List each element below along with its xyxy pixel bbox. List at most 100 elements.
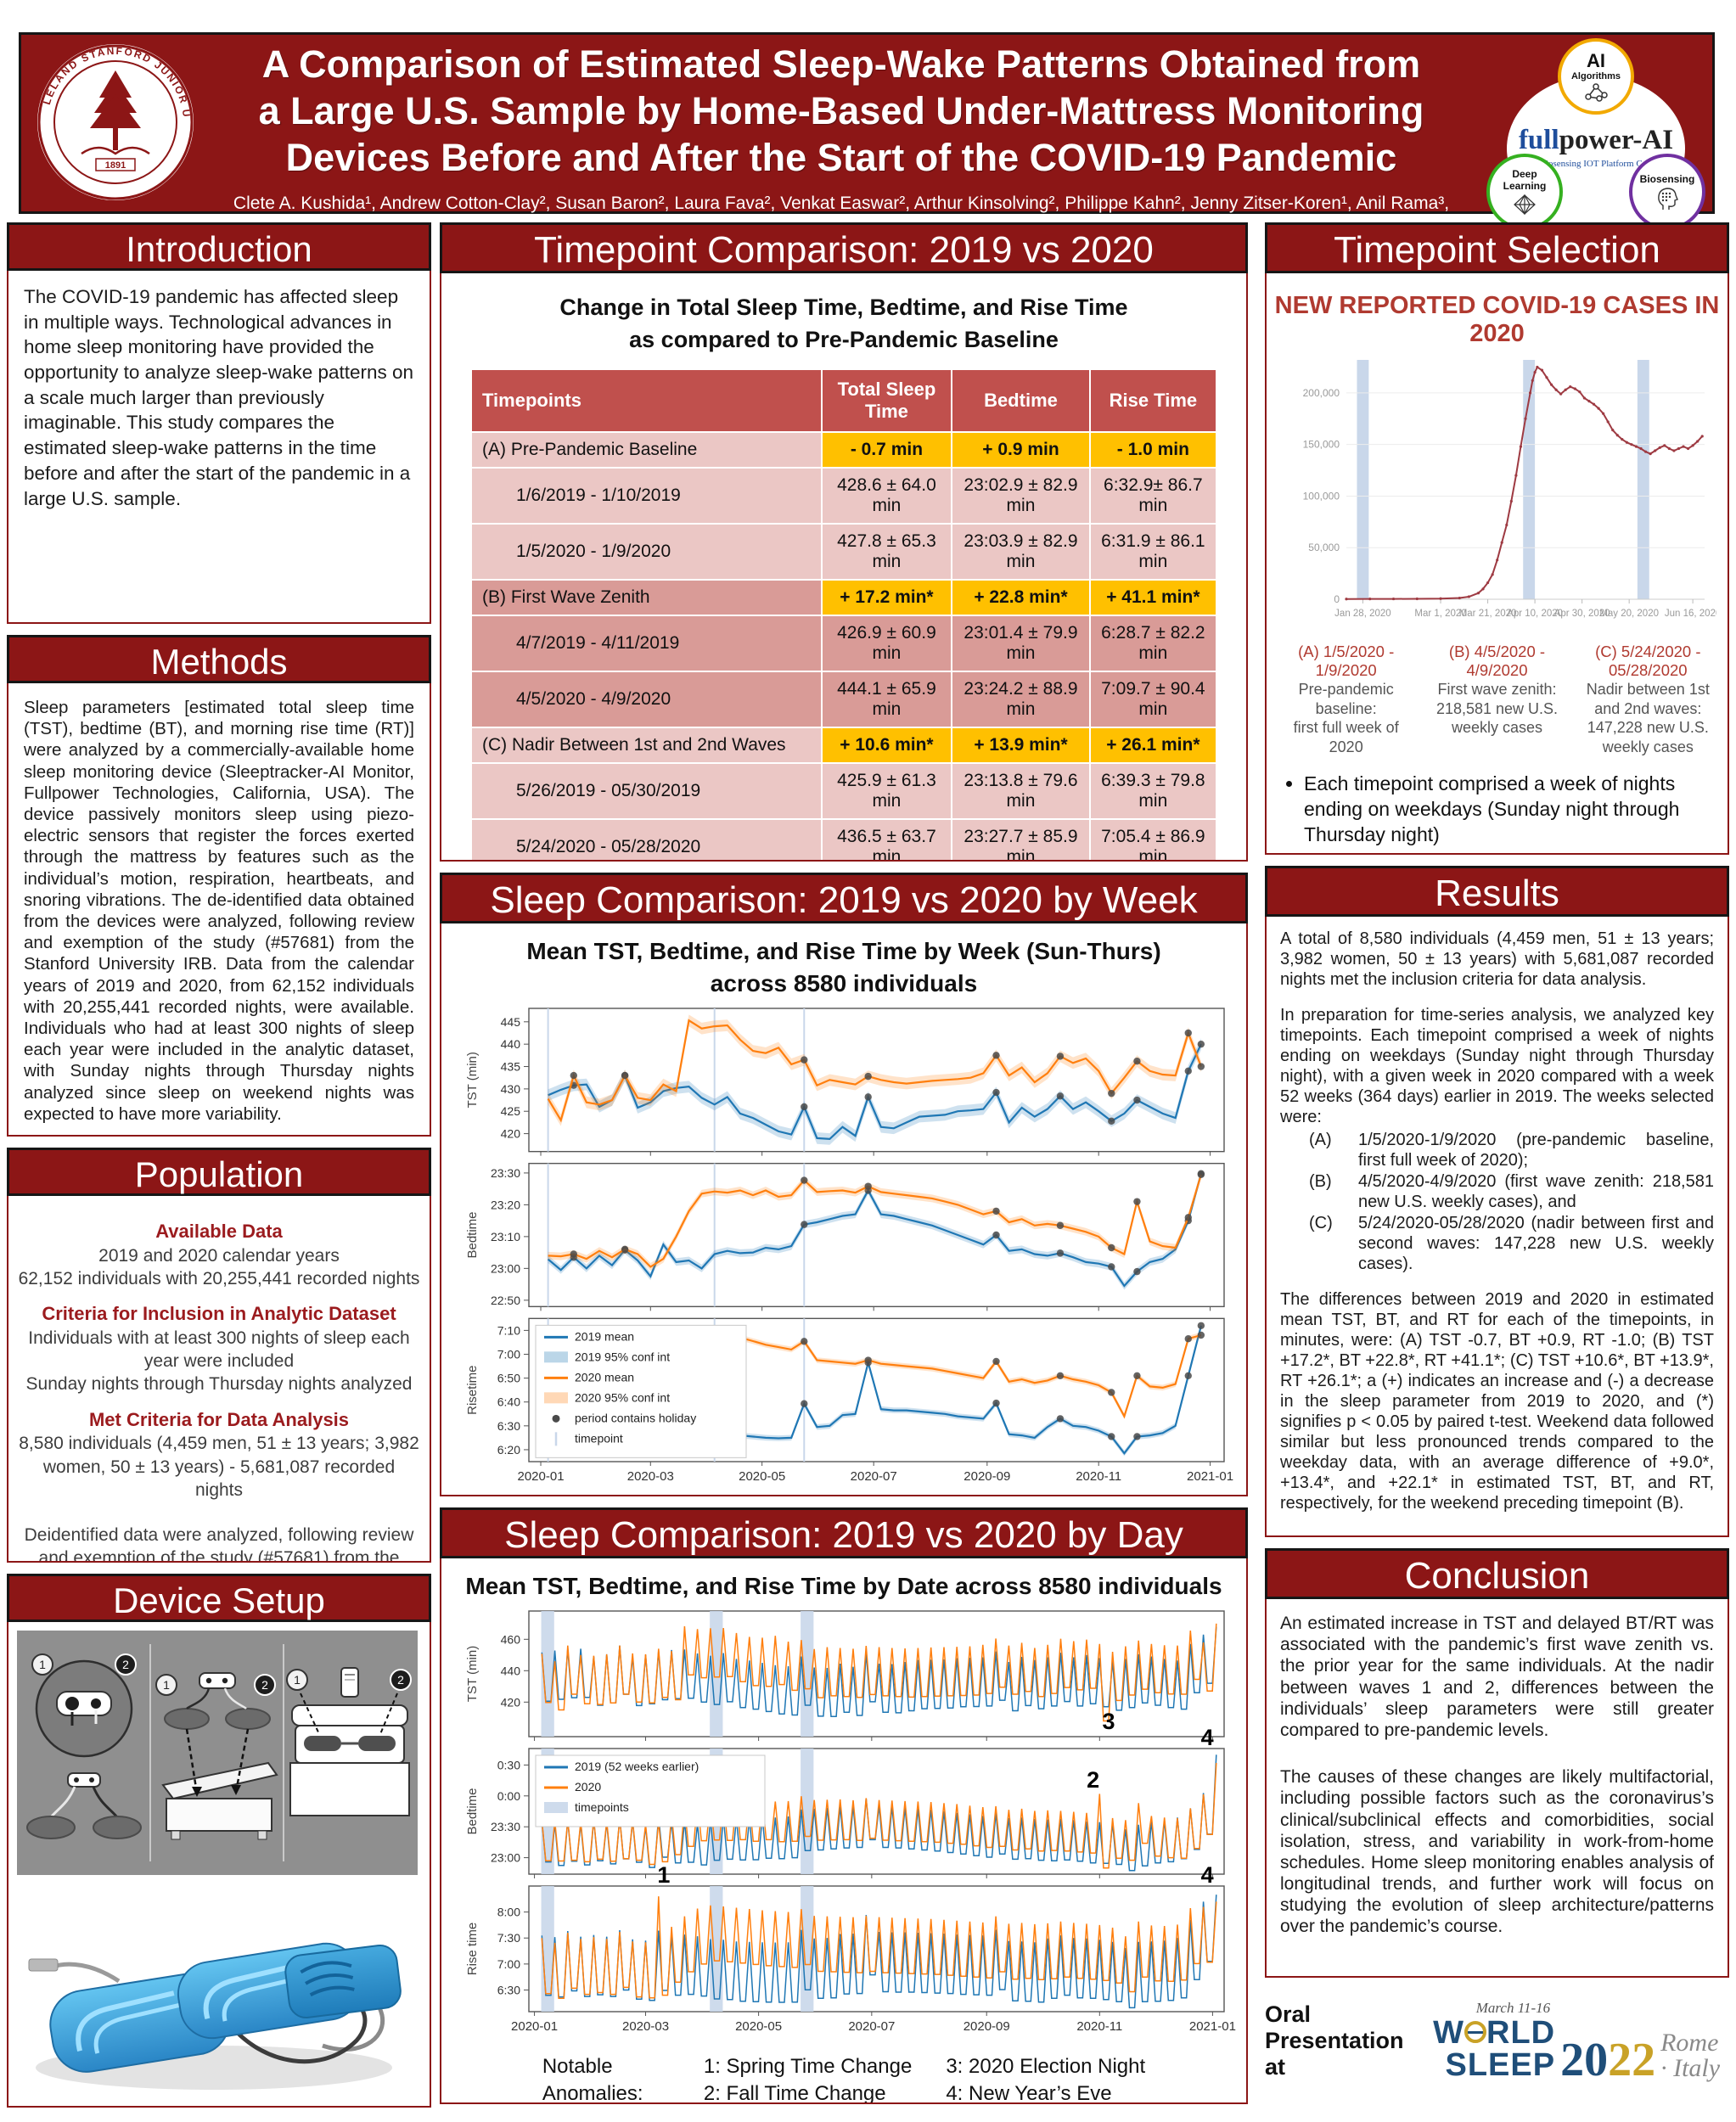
left-column: Introduction The COVID-19 pandemic has a…: [7, 222, 431, 2119]
table-cell: 23:24.2 ± 88.9 min: [951, 670, 1091, 728]
svg-text:2019 95% conf int: 2019 95% conf int: [575, 1350, 670, 1363]
svg-text:Mar 21, 2020: Mar 21, 2020: [1458, 609, 1516, 619]
svg-text:TST (min): TST (min): [465, 1052, 480, 1108]
svg-text:1: 1: [294, 1673, 301, 1687]
svg-text:200,000: 200,000: [1302, 387, 1340, 399]
table-group-row: (A) Pre-Pandemic Baseline - 0.7 min + 0.9 …: [470, 430, 1218, 469]
world-sleep-logo: March 11-16 W RLD SLEEP 2022 Rome · Italy: [1433, 2000, 1721, 2086]
covid-chart-title: NEW REPORTED COVID-19 CASES IN 2020: [1274, 292, 1720, 347]
svg-text:2020: 2020: [575, 1780, 601, 1794]
brand-full: full: [1518, 125, 1559, 155]
table-cell: 5/26/2019 - 05/30/2019: [470, 761, 823, 820]
table-cell: 23:02.9 ± 82.9 min: [951, 466, 1091, 525]
table-row: 1/6/2019 - 1/10/2019 428.6 ± 64.0 min 23:0…: [470, 466, 1218, 525]
svg-text:3: 3: [1102, 1709, 1115, 1734]
svg-text:2020 mean: 2020 mean: [575, 1370, 634, 1384]
table-group-label: (C) Nadir Between 1st and 2nd Waves: [470, 726, 823, 764]
table-row: 4/7/2019 - 4/11/2019 426.9 ± 60.9 min 23:0…: [470, 614, 1218, 672]
svg-text:2021-01: 2021-01: [1189, 2019, 1236, 2034]
svg-text:23:00: 23:00: [491, 1261, 520, 1275]
table-cell: 23:13.8 ± 79.6 min: [951, 761, 1091, 820]
svg-text:430: 430: [501, 1081, 521, 1095]
device-setup-title: Device Setup: [7, 1574, 431, 1622]
results-list: (A) 1/5/2020-1/9/2020 (pre-pandemic basel…: [1309, 1131, 1714, 1273]
svg-text:Apr 10, 2020: Apr 10, 2020: [1507, 609, 1563, 619]
week-chart: 420 425 430 435 440 445 TST (min) 22:50 23:00 23:…: [465, 1007, 1233, 1484]
timepoint-bullets: Each timepoint comprised a week of night…: [1280, 772, 1719, 853]
population-footer: Deidentified data were analyzed, followi…: [24, 1525, 414, 1563]
svg-text:Bedtime: Bedtime: [465, 1788, 480, 1834]
introduction-title: Introduction: [7, 222, 431, 271]
device-install-diagram: 1 2 1 2: [17, 1631, 418, 1875]
table-cell: 6:31.9 ± 86.1 min: [1088, 522, 1218, 581]
stanford-seal: LELAND STANFORD JUNIOR UNIVERSITY 1891: [31, 32, 196, 203]
week-chart-title: Mean TST, Bedtime, and Rise Time by Week…: [526, 938, 1161, 996]
svg-text:2020-05: 2020-05: [735, 2019, 782, 2034]
svg-text:2019 (52 weeks earlier): 2019 (52 weeks earlier): [575, 1760, 699, 1773]
timepoint-captions: (A) 1/5/2020 - 1/9/2020 Pre-pandemic base…: [1293, 643, 1710, 755]
svg-text:445: 445: [501, 1014, 521, 1028]
table-cell: 428.6 ± 64.0 min: [820, 466, 953, 525]
svg-text:2020-07: 2020-07: [848, 2019, 895, 2034]
svg-text:1: 1: [657, 1862, 670, 1888]
svg-text:420: 420: [501, 1695, 521, 1709]
svg-text:2020-09: 2020-09: [964, 2019, 1010, 2034]
table-delta-cell: + 10.6 min*: [820, 726, 953, 764]
svg-text:23:00: 23:00: [491, 1850, 520, 1864]
svg-text:1891: 1891: [105, 160, 126, 171]
timepoint-selection-title: Timepoint Selection: [1265, 222, 1729, 273]
day-chart: 420 440 460 TST (min) 23:00 23:30 0:00 0:30 Bedt…: [465, 1610, 1236, 2034]
svg-text:2020-05: 2020-05: [739, 1469, 785, 1484]
svg-text:2020-01: 2020-01: [517, 1469, 564, 1484]
table-cell: 23:27.7 ± 85.9 min: [951, 817, 1091, 860]
globe-icon: [1464, 2021, 1486, 2043]
svg-text:Jan 28, 2020: Jan 28, 2020: [1334, 609, 1391, 619]
table-col-header: Total Sleep Time: [820, 368, 953, 433]
oral-presentation-label: Oral Presentation at: [1265, 2001, 1404, 2080]
section-sleep-day: Sleep Comparison: 2019 vs 2020 by Day Me…: [440, 1507, 1248, 2104]
table-group-row: (C) Nadir Between 1st and 2nd Waves + 10.…: [470, 726, 1218, 764]
svg-text:2: 2: [1087, 1767, 1099, 1793]
fullpower-logo: fullpower-AI The AI-Biosensing IOT Platf…: [1485, 38, 1707, 242]
svg-text:Bedtime: Bedtime: [465, 1211, 480, 1258]
table-row: 5/26/2019 - 05/30/2019 425.9 ± 61.3 min 23…: [470, 761, 1218, 820]
table-col-header: Rise Time: [1088, 368, 1218, 433]
section-sleep-week: Sleep Comparison: 2019 vs 2020 by Week M…: [440, 873, 1248, 1496]
middle-column: Timepoint Comparison: 2019 vs 2020 Chang…: [440, 222, 1248, 2115]
svg-text:435: 435: [501, 1059, 521, 1073]
svg-text:8:00: 8:00: [497, 1905, 520, 1918]
section-methods: Methods Sleep parameters [estimated tota…: [7, 635, 431, 1137]
svg-text:23:10: 23:10: [491, 1229, 520, 1243]
table-group-row: (B) First Wave Zenith + 17.2 min* + 22.8 m…: [470, 578, 1218, 616]
svg-text:425: 425: [501, 1104, 521, 1118]
table-cell: 23:01.4 ± 79.9 min: [951, 614, 1091, 672]
network-icon: [1585, 82, 1608, 102]
table-delta-cell: + 13.9 min*: [951, 726, 1091, 764]
svg-text:timepoints: timepoints: [575, 1800, 629, 1814]
svg-text:7:10: 7:10: [497, 1323, 520, 1337]
table-cell: 7:05.4 ± 86.9 min: [1088, 817, 1218, 860]
results-title: Results: [1265, 866, 1729, 917]
table-cell: 5/24/2020 - 05/28/2020: [470, 817, 823, 860]
table-cell: 6:32.9± 86.7 min: [1088, 466, 1218, 525]
svg-text:0:00: 0:00: [497, 1789, 520, 1803]
timepoint-table: Timepoints Total Sleep Time Bedtime Rise Ti…: [470, 368, 1218, 860]
svg-text:2: 2: [397, 1673, 404, 1687]
anomaly-legend: Notable Anomalies: 1: Spring Time Change…: [542, 2054, 1146, 2104]
svg-text:period contains holiday: period contains holiday: [575, 1411, 696, 1424]
oral-presentation: Oral Presentation at March 11-16 W RLD SL…: [1265, 2000, 1729, 2086]
deep-learning-badge: Deep Learning: [1486, 154, 1563, 230]
svg-text:2020-01: 2020-01: [511, 2019, 558, 2034]
svg-text:440: 440: [501, 1037, 521, 1051]
svg-text:TST (min): TST (min): [465, 1646, 480, 1702]
svg-text:2021-01: 2021-01: [1187, 1469, 1233, 1484]
ai-algorithms-badge: AI Algorithms: [1558, 38, 1634, 115]
table-cell: 4/5/2020 - 4/9/2020: [470, 670, 823, 728]
table-cell: 7:09.7 ± 90.4 min: [1088, 670, 1218, 728]
table-cell: 6:28.7 ± 82.2 min: [1088, 614, 1218, 672]
section-device-setup: Device Setup 1 2: [7, 1574, 431, 2108]
page-title: A Comparison of Estimated Sleep-Wake Pat…: [258, 42, 1424, 179]
population-heading: Criteria for Inclusion in Analytic Datas…: [42, 1303, 396, 1325]
stanford-seal-icon: LELAND STANFORD JUNIOR UNIVERSITY 1891: [31, 32, 194, 200]
table-delta-cell: - 0.7 min: [820, 430, 953, 469]
